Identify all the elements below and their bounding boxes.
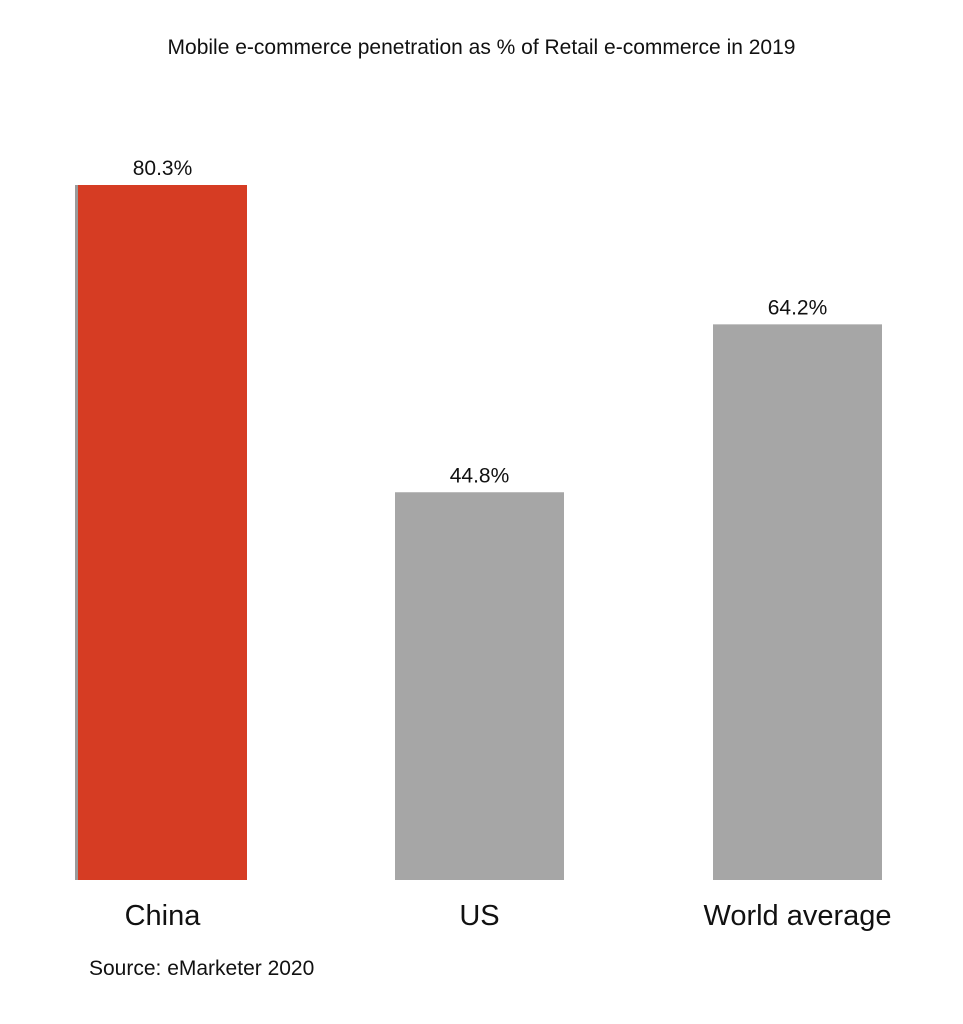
bar-edge — [75, 185, 78, 881]
data-label: 80.3% — [133, 157, 193, 180]
source-note: Source: eMarketer 2020 — [89, 957, 315, 980]
category-label: World average — [703, 900, 891, 932]
category-label: China — [125, 900, 202, 932]
category-label: US — [459, 900, 499, 932]
data-label: 44.8% — [450, 464, 510, 487]
bar-us — [395, 492, 564, 880]
bar-china — [78, 185, 247, 881]
bar-world-average — [713, 324, 882, 880]
chart-title: Mobile e-commerce penetration as % of Re… — [167, 36, 796, 59]
data-label: 64.2% — [768, 296, 828, 319]
